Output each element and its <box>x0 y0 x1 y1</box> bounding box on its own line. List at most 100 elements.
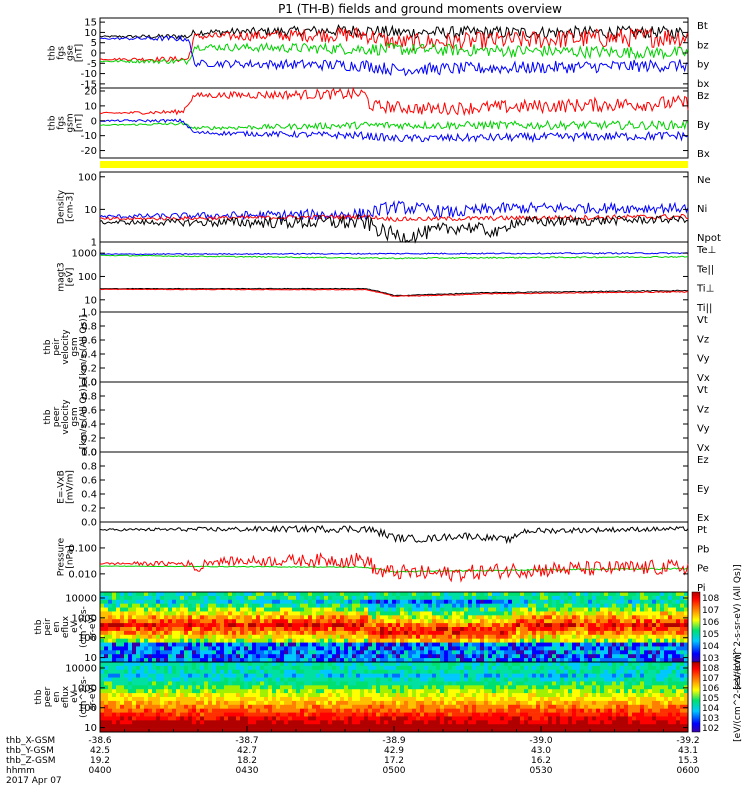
heat-cell <box>524 724 529 729</box>
heat-cell <box>476 638 481 643</box>
heat-cell <box>208 634 213 639</box>
heat-cell <box>308 689 313 694</box>
heat-cell <box>120 599 125 604</box>
heat-cell <box>396 662 401 667</box>
heat-cell <box>508 623 513 628</box>
heat-cell <box>296 681 301 686</box>
heat-cell <box>340 607 345 612</box>
heat-cell <box>340 658 345 663</box>
heat-cell <box>684 619 689 624</box>
heat-cell <box>288 611 293 616</box>
heat-cell <box>492 673 497 678</box>
heat-cell <box>548 697 553 702</box>
heat-cell <box>432 681 437 686</box>
heat-cell <box>212 595 217 601</box>
heat-cell <box>260 677 265 682</box>
heat-cell <box>536 662 541 667</box>
heat-cell <box>560 658 565 663</box>
heat-cell <box>180 634 185 639</box>
heat-cell <box>204 689 209 694</box>
heat-cell <box>596 638 601 643</box>
heat-cell <box>240 638 245 643</box>
heat-cell <box>272 658 277 663</box>
heat-cell <box>468 603 473 608</box>
heat-cell <box>588 654 593 659</box>
heat-cell <box>424 638 429 643</box>
heat-cell <box>592 642 597 647</box>
heat-cell <box>284 615 289 620</box>
heat-cell <box>548 630 553 636</box>
heat-cell <box>328 728 333 733</box>
heat-cell <box>260 708 265 713</box>
heat-cell <box>100 704 105 709</box>
heat-cell <box>528 630 533 636</box>
heat-cell <box>344 712 349 717</box>
heat-cell <box>452 700 457 706</box>
heat-cell <box>284 712 289 717</box>
heat-cell <box>288 681 293 686</box>
heat-cell <box>248 720 253 725</box>
heat-cell <box>680 634 685 639</box>
heat-cell <box>184 599 189 604</box>
heat-cell <box>372 650 377 655</box>
heat-cell <box>120 654 125 659</box>
legend-Vt: Vt <box>697 385 708 396</box>
heat-cell <box>276 627 281 632</box>
heat-cell <box>316 627 321 632</box>
heat-cell <box>496 599 501 604</box>
heat-cell <box>348 673 353 678</box>
heat-cell <box>656 646 661 651</box>
legend-Vz: Vz <box>697 334 709 345</box>
heat-cell <box>608 650 613 655</box>
heat-cell <box>400 665 405 671</box>
heat-cell <box>616 638 621 643</box>
heat-cell <box>320 650 325 655</box>
heat-cell <box>124 627 129 632</box>
heat-cell <box>100 700 105 706</box>
heat-cell <box>488 720 493 725</box>
heat-cell <box>600 607 605 612</box>
heat-cell <box>540 708 545 713</box>
heat-cell <box>524 599 529 604</box>
heat-cell <box>560 700 565 706</box>
heat-cell <box>316 650 321 655</box>
heat-cell <box>516 724 521 729</box>
heat-cell <box>356 720 361 725</box>
heat-cell <box>420 708 425 713</box>
heat-cell <box>292 638 297 643</box>
heat-cell <box>556 607 561 612</box>
heat-cell <box>380 697 385 702</box>
heat-cell <box>528 650 533 655</box>
heat-cell <box>136 665 141 671</box>
heat-cell <box>468 673 473 678</box>
heat-cell <box>268 673 273 678</box>
heat-cell <box>556 704 561 709</box>
heat-cell <box>196 677 201 682</box>
heat-cell <box>148 615 153 620</box>
heat-cell <box>424 673 429 678</box>
heat-cell <box>128 615 133 620</box>
heat-cell <box>504 611 509 616</box>
heat-cell <box>208 689 213 694</box>
heat-cell <box>656 619 661 624</box>
heat-cell <box>508 627 513 632</box>
heat-cell <box>472 646 477 651</box>
heat-cell <box>156 728 161 733</box>
heat-cell <box>228 693 233 698</box>
heat-cell <box>248 728 253 733</box>
heat-cell <box>500 650 505 655</box>
heat-cell <box>392 708 397 713</box>
heat-cell <box>328 627 333 632</box>
heat-cell <box>376 603 381 608</box>
heat-cell <box>344 638 349 643</box>
heat-cell <box>244 638 249 643</box>
heat-cell <box>256 689 261 694</box>
heat-cell <box>456 685 461 690</box>
heat-cell <box>368 615 373 620</box>
heat-cell <box>392 677 397 682</box>
heat-cell <box>156 720 161 725</box>
heat-cell <box>244 704 249 709</box>
heat-cell <box>252 646 257 651</box>
heat-cell <box>316 654 321 659</box>
heat-cell <box>300 673 305 678</box>
